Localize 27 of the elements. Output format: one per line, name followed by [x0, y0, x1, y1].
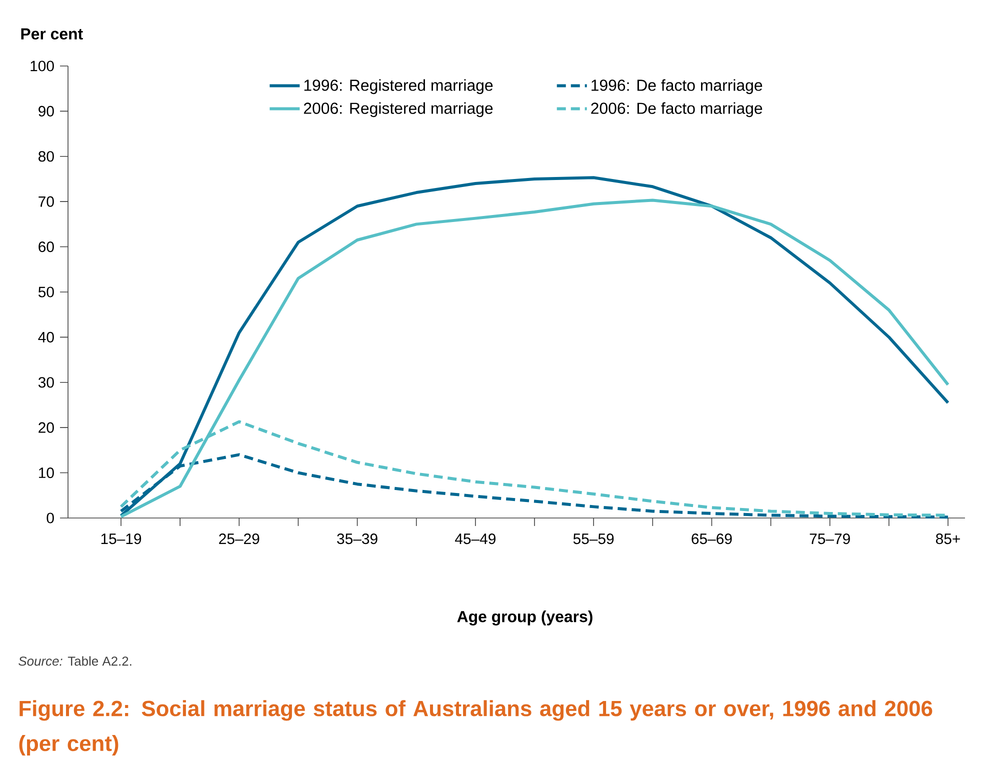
- y-tick-label: 20: [38, 422, 54, 433]
- legend-label: 1996: Registered marriage: [304, 79, 493, 94]
- text: Source: Table A2.2.: [18, 656, 132, 666]
- x-tick-label: 65–69: [692, 534, 732, 544]
- legend-label: 1996: De facto marriage: [592, 79, 762, 94]
- x-axis-title: Age group (years): [457, 610, 592, 626]
- y-tick-label: 70: [38, 196, 54, 207]
- x-tick-label: 75–79: [810, 534, 850, 544]
- y-tick-label: 90: [38, 106, 54, 116]
- legend-label: 2006: De facto marriage: [591, 102, 762, 118]
- y-tick-label: 100: [30, 60, 54, 72]
- x-tick-label: 55–59: [573, 534, 614, 544]
- text: Figure 2.2: Social marriage status of Australians aged 15 years or over, 1996 and 2006 (per cent): [19, 700, 932, 756]
- x-tick-label: 35–39: [337, 534, 378, 544]
- x-tick-label: 15–19: [101, 534, 142, 544]
- y-tick-label: 0: [46, 512, 54, 524]
- y-tick-label: 50: [38, 286, 54, 298]
- x-tick-label: 45–49: [455, 534, 496, 544]
- x-tick-label: 85+: [936, 534, 960, 544]
- y-tick-label: 60: [38, 241, 54, 252]
- y-axis-title: Per cent: [21, 28, 83, 40]
- legend-label: 2006: Registered marriage: [304, 102, 493, 118]
- y-tick-label: 80: [38, 151, 54, 162]
- y-tick-label: 30: [38, 377, 54, 388]
- y-tick-label: 40: [38, 332, 54, 342]
- y-tick-label: 10: [39, 467, 54, 478]
- x-tick-label: 25–29: [219, 534, 260, 544]
